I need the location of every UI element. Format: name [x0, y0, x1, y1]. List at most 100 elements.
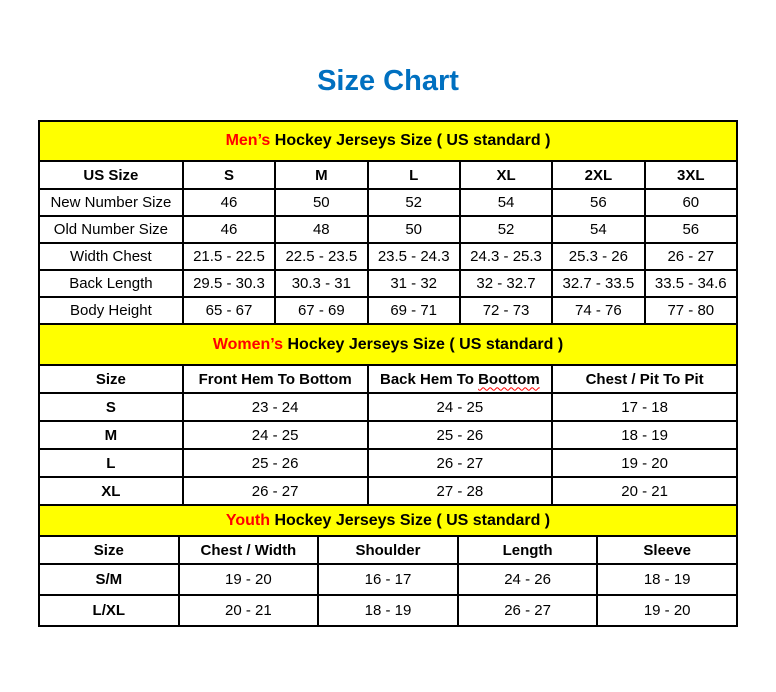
row-label: Width Chest	[38, 242, 184, 271]
size-value-cell: 20 - 21	[551, 476, 738, 506]
column-header: S	[181, 160, 277, 190]
size-value-cell: 24 - 25	[181, 420, 369, 450]
womens-section-title: Women’s Hockey Jerseys Size ( US standar…	[38, 323, 738, 366]
size-value-cell: 17 - 18	[551, 392, 738, 422]
size-value-cell: 77 - 80	[643, 296, 739, 325]
size-value-cell: 50	[366, 215, 461, 244]
column-header: XL	[458, 160, 554, 190]
size-value-cell: 48	[274, 215, 369, 244]
size-value-cell: 72 - 73	[458, 296, 554, 325]
mens-size-table: Men’s Hockey Jerseys Size ( US standard …	[38, 120, 739, 325]
row-label: L	[38, 448, 184, 478]
size-value-cell: 16 - 17	[317, 563, 459, 596]
table-row: Back Length 29.5 - 30.3 30.3 - 31 31 - 32 32…	[38, 269, 739, 298]
size-value-cell: 24 - 26	[456, 563, 599, 596]
column-header: L	[366, 160, 461, 190]
womens-title-rest: Hockey Jerseys Size ( US standard )	[283, 335, 564, 353]
size-value-cell: 50	[274, 188, 369, 217]
column-header: Size	[38, 364, 184, 394]
table-row: Body Height 65 - 67 67 - 69 69 - 71 72 - 73 7…	[38, 296, 739, 325]
table-row: Width Chest 21.5 - 22.5 22.5 - 23.5 23.5 - …	[38, 242, 739, 271]
size-value-cell: 24.3 - 25.3	[458, 242, 554, 271]
womens-size-table: Women’s Hockey Jerseys Size ( US standar…	[38, 323, 738, 506]
table-row: L 25 - 26 26 - 27 19 - 20	[38, 448, 738, 478]
youth-band-row: Youth Hockey Jerseys Size ( US standard …	[38, 504, 738, 537]
size-value-cell: 26 - 27	[181, 476, 369, 506]
womens-band-row: Women’s Hockey Jerseys Size ( US standar…	[38, 323, 738, 366]
mens-band-row: Men’s Hockey Jerseys Size ( US standard …	[38, 120, 738, 162]
size-value-cell: 20 - 21	[177, 594, 320, 627]
size-value-cell: 54	[458, 188, 554, 217]
mens-header-row: US Size S M L XL 2XL 3XL	[38, 160, 739, 190]
size-value-cell: 67 - 69	[274, 296, 369, 325]
column-header: Shoulder	[317, 535, 459, 565]
size-value-cell: 25.3 - 26	[551, 242, 646, 271]
table-row: New Number Size 46 50 52 54 56 60	[38, 188, 739, 217]
row-label: Back Length	[38, 269, 184, 298]
page-title: Size Chart	[317, 65, 459, 97]
mens-title-rest: Hockey Jerseys Size ( US standard )	[270, 132, 551, 149]
size-value-cell: 23 - 24	[181, 392, 369, 422]
size-value-cell: 52	[458, 215, 554, 244]
womens-header-row: Size Front Hem To Bottom Back Hem To Boott…	[38, 364, 738, 394]
column-header: Length	[456, 535, 599, 565]
size-value-cell: 69 - 71	[366, 296, 461, 325]
mens-title-highlight: Men’s	[225, 132, 271, 149]
column-header: 2XL	[551, 160, 646, 190]
column-header: Front Hem To Bottom	[181, 364, 369, 394]
column-header: US Size	[38, 160, 184, 190]
size-value-cell: 32.7 - 33.5	[551, 269, 646, 298]
youth-title-highlight: Youth	[225, 511, 270, 529]
misspelled-word: Boottom	[478, 370, 540, 388]
size-value-cell: 32 - 32.7	[458, 269, 554, 298]
mens-section-title: Men’s Hockey Jerseys Size ( US standard …	[38, 120, 738, 162]
row-label: New Number Size	[38, 188, 184, 217]
youth-title-rest: Hockey Jerseys Size ( US standard )	[270, 511, 551, 529]
column-header: Chest / Width	[177, 535, 320, 565]
size-value-cell: 60	[643, 188, 739, 217]
size-value-cell: 27 - 28	[366, 476, 554, 506]
size-value-cell: 26 - 27	[456, 594, 599, 627]
size-value-cell: 52	[366, 188, 461, 217]
table-row: S/M 19 - 20 16 - 17 24 - 26 18 - 19	[38, 563, 738, 596]
size-value-cell: 26 - 27	[643, 242, 739, 271]
youth-size-table: Youth Hockey Jerseys Size ( US standard …	[38, 504, 738, 627]
column-header: Back Hem To Boottom	[366, 364, 554, 394]
row-label: Body Height	[38, 296, 184, 325]
column-header: Sleeve	[596, 535, 738, 565]
size-value-cell: 25 - 26	[366, 420, 554, 450]
youth-section-title: Youth Hockey Jerseys Size ( US standard …	[38, 504, 738, 537]
column-header: 3XL	[643, 160, 739, 190]
size-value-cell: 33.5 - 34.6	[643, 269, 739, 298]
youth-header-row: Size Chest / Width Shoulder Length Sleeve	[38, 535, 738, 565]
size-value-cell: 18 - 19	[551, 420, 738, 450]
size-value-cell: 18 - 19	[596, 563, 738, 596]
size-value-cell: 74 - 76	[551, 296, 646, 325]
row-label: XL	[38, 476, 184, 506]
size-value-cell: 65 - 67	[181, 296, 277, 325]
table-row: XL 26 - 27 27 - 28 20 - 21	[38, 476, 738, 506]
row-label: L/XL	[38, 594, 180, 627]
table-row: Old Number Size 46 48 50 52 54 56	[38, 215, 739, 244]
table-row: L/XL 20 - 21 18 - 19 26 - 27 19 - 20	[38, 594, 738, 627]
size-value-cell: 22.5 - 23.5	[274, 242, 369, 271]
row-label: S/M	[38, 563, 180, 596]
size-value-cell: 19 - 20	[596, 594, 738, 627]
size-value-cell: 26 - 27	[366, 448, 554, 478]
size-value-cell: 18 - 19	[317, 594, 459, 627]
column-header: Size	[38, 535, 180, 565]
column-header: M	[274, 160, 369, 190]
size-value-cell: 56	[643, 215, 739, 244]
size-value-cell: 21.5 - 22.5	[181, 242, 277, 271]
column-header: Chest / Pit To Pit	[551, 364, 738, 394]
womens-title-highlight: Women’s	[212, 335, 284, 353]
size-value-cell: 23.5 - 24.3	[366, 242, 461, 271]
size-value-cell: 30.3 - 31	[274, 269, 369, 298]
size-tables-container: Men’s Hockey Jerseys Size ( US standard …	[38, 120, 739, 627]
table-row: S 23 - 24 24 - 25 17 - 18	[38, 392, 738, 422]
size-value-cell: 56	[551, 188, 646, 217]
size-chart-page: Size Chart Men’s Hockey Jerseys Size ( U…	[38, 65, 739, 627]
size-value-cell: 29.5 - 30.3	[181, 269, 277, 298]
size-value-cell: 25 - 26	[181, 448, 369, 478]
row-label: M	[38, 420, 184, 450]
